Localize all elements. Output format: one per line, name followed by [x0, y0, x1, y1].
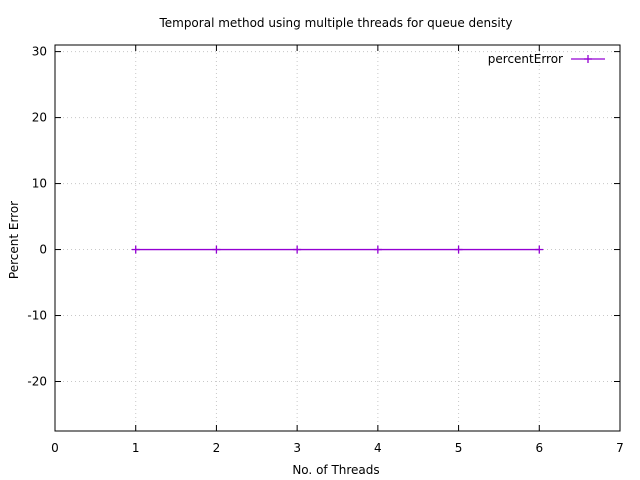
y-tick-label: -10: [27, 309, 47, 323]
x-tick-label: 5: [455, 441, 463, 455]
grid-lines: [55, 45, 620, 431]
data-point-marker: [373, 245, 382, 254]
y-tick-label: -20: [27, 375, 47, 389]
data-point-marker: [454, 245, 463, 254]
y-tick-label: 20: [32, 111, 47, 125]
y-tick-label: 30: [32, 45, 47, 59]
data-point-marker: [293, 245, 302, 254]
x-tick-label: 4: [374, 441, 382, 455]
data-point-marker: [212, 245, 221, 254]
x-tick-label: 1: [132, 441, 140, 455]
chart-title: Temporal method using multiple threads f…: [158, 16, 512, 30]
y-tick-label: 0: [39, 243, 47, 257]
y-axis-label: Percent Error: [7, 201, 21, 279]
x-tick-label: 6: [535, 441, 543, 455]
legend: percentError: [488, 52, 605, 66]
x-axis-label: No. of Threads: [292, 463, 379, 477]
y-tick-label: 10: [32, 177, 47, 191]
x-tick-label: 7: [616, 441, 624, 455]
data-point-marker: [535, 245, 544, 254]
series-layer: [131, 245, 544, 254]
x-tick-label: 3: [293, 441, 301, 455]
axes: 0 1 2 3 4 5 6 7 -20 -10 0 10 20 30: [27, 44, 624, 455]
x-tick-label: 0: [51, 441, 59, 455]
data-point-marker: [131, 245, 140, 254]
legend-label: percentError: [488, 52, 563, 66]
x-tick-label: 2: [213, 441, 221, 455]
plot-border: [54, 44, 621, 432]
